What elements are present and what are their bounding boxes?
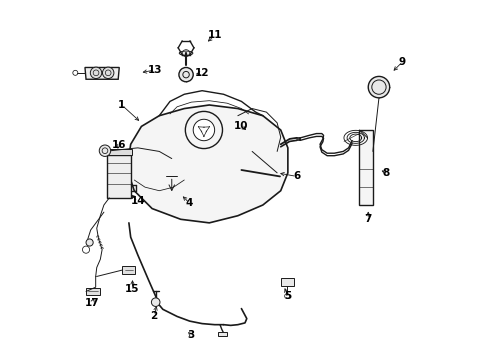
Polygon shape bbox=[107, 155, 131, 198]
Text: 17: 17 bbox=[85, 298, 99, 308]
Circle shape bbox=[193, 119, 215, 141]
Text: 16: 16 bbox=[112, 140, 126, 150]
Text: 6: 6 bbox=[293, 171, 300, 181]
Polygon shape bbox=[127, 105, 288, 223]
Circle shape bbox=[151, 298, 160, 306]
Text: 8: 8 bbox=[383, 168, 390, 178]
Polygon shape bbox=[85, 67, 119, 79]
Polygon shape bbox=[106, 149, 132, 155]
Text: 2: 2 bbox=[150, 311, 157, 321]
Text: 13: 13 bbox=[147, 65, 162, 75]
Circle shape bbox=[179, 67, 193, 82]
Polygon shape bbox=[218, 332, 227, 337]
Text: 4: 4 bbox=[186, 198, 194, 208]
Text: 1: 1 bbox=[118, 100, 125, 110]
Polygon shape bbox=[359, 130, 373, 205]
Polygon shape bbox=[86, 288, 100, 295]
Text: 12: 12 bbox=[195, 68, 209, 78]
Text: 9: 9 bbox=[399, 57, 406, 67]
Text: 11: 11 bbox=[207, 30, 222, 40]
Text: 7: 7 bbox=[365, 214, 372, 224]
Polygon shape bbox=[122, 266, 135, 274]
Text: 5: 5 bbox=[284, 291, 292, 301]
Circle shape bbox=[102, 67, 114, 78]
Circle shape bbox=[99, 145, 111, 157]
Text: 3: 3 bbox=[188, 330, 195, 341]
Circle shape bbox=[368, 76, 390, 98]
Circle shape bbox=[185, 111, 222, 149]
Circle shape bbox=[86, 239, 93, 246]
Text: 10: 10 bbox=[234, 121, 249, 131]
Text: 14: 14 bbox=[130, 197, 145, 206]
Ellipse shape bbox=[179, 51, 193, 55]
Circle shape bbox=[90, 67, 102, 78]
Polygon shape bbox=[281, 278, 294, 286]
Text: 15: 15 bbox=[125, 284, 140, 294]
